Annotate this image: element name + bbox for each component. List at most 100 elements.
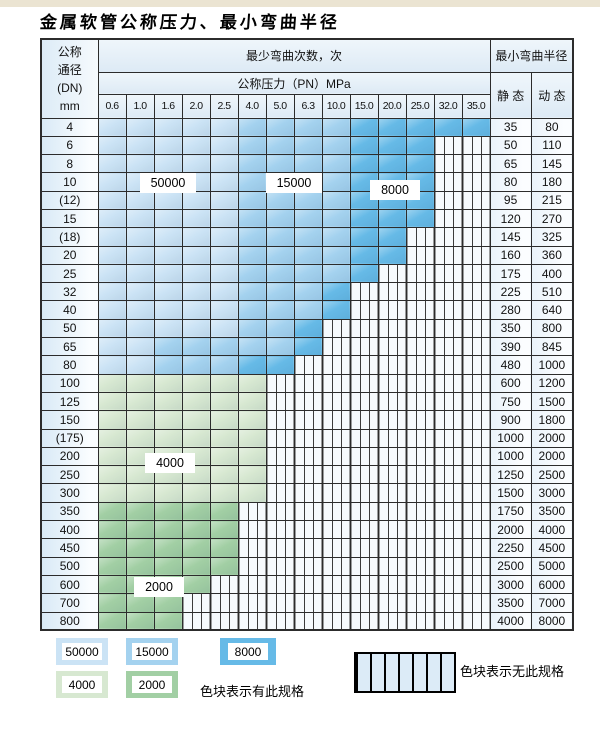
- dynamic-radius-value: 7000: [530, 593, 574, 613]
- no-spec-cell: [237, 611, 267, 631]
- static-radius-value: 280: [489, 300, 532, 320]
- table-row: 40 280 640: [40, 300, 574, 320]
- no-spec-cell: [265, 556, 295, 576]
- spec-cell-b15: [293, 154, 323, 174]
- spec-cell-b15: [237, 208, 267, 229]
- spec-cell-b15: [265, 117, 295, 137]
- spec-cell-b15: [293, 245, 323, 265]
- spec-cell-g2: [209, 501, 239, 522]
- no-spec-cell: [293, 556, 323, 576]
- table-row: 4 35 80: [40, 117, 574, 137]
- no-spec-cell: [405, 391, 435, 412]
- dynamic-column-header: 动 态: [530, 71, 574, 119]
- spec-table: 公称 通径 (DN) mm 最少弯曲次数，次 最小弯曲半径 公称压力（PN）MP…: [40, 38, 575, 632]
- spec-cell-g2: [97, 556, 127, 576]
- spec-cell-b50: [97, 208, 127, 229]
- no-spec-cell: [461, 208, 491, 229]
- spec-cell-b50: [153, 263, 183, 284]
- no-spec-cell: [405, 282, 435, 302]
- spec-cell-b50: [153, 208, 183, 229]
- no-spec-cell: [461, 465, 491, 485]
- no-spec-cell: [265, 538, 295, 558]
- dn-label: 200: [40, 446, 99, 467]
- no-spec-cell: [321, 337, 351, 357]
- dn-label: 800: [40, 611, 99, 631]
- spec-cell-g4: [237, 391, 267, 412]
- dn-label: 150: [40, 410, 99, 430]
- spec-cell-b15: [237, 318, 267, 339]
- no-spec-cell: [461, 593, 491, 613]
- spec-cell-g2: [97, 574, 127, 595]
- static-radius-value: 3000: [489, 574, 532, 595]
- spec-cell-b50: [153, 318, 183, 339]
- no-spec-cell: [461, 446, 491, 467]
- spec-cell-b50: [153, 117, 183, 137]
- spec-cell-g4: [237, 410, 267, 430]
- spec-cell-g4: [209, 446, 239, 467]
- pressure-col-header: 15.0: [349, 93, 379, 119]
- spec-cell-b15: [265, 190, 295, 210]
- spec-cell-b50: [97, 190, 127, 210]
- no-spec-cell: [349, 391, 379, 412]
- no-spec-cell: [265, 428, 295, 448]
- no-spec-cell: [461, 172, 491, 192]
- spec-cell-g2: [97, 593, 127, 613]
- no-spec-cell: [405, 227, 435, 247]
- spec-cell-b50: [209, 282, 239, 302]
- dn-label: (18): [40, 227, 99, 247]
- no-spec-cell: [433, 373, 463, 393]
- spec-cell-b15: [237, 190, 267, 210]
- dynamic-radius-value: 845: [530, 337, 574, 357]
- no-spec-cell: [433, 355, 463, 375]
- spec-cell-g4: [209, 428, 239, 448]
- spec-cell-g4: [97, 428, 127, 448]
- no-spec-cell: [433, 391, 463, 412]
- spec-cell-b15: [321, 135, 351, 156]
- no-spec-cell: [405, 318, 435, 339]
- no-spec-cell: [405, 410, 435, 430]
- spec-cell-b15: [265, 300, 295, 320]
- pressure-col-header: 1.0: [125, 93, 155, 119]
- legend-swatch-8000: 8000: [220, 638, 276, 665]
- spec-cell-b8: [377, 208, 407, 229]
- no-spec-cell: [293, 538, 323, 558]
- table-row: 25 175 400: [40, 263, 574, 284]
- spec-cell-b50: [153, 282, 183, 302]
- no-spec-cell: [377, 556, 407, 576]
- no-spec-cell: [377, 611, 407, 631]
- spec-cell-b50: [209, 245, 239, 265]
- spec-cell-b15: [321, 227, 351, 247]
- spec-cell-b15: [321, 245, 351, 265]
- spec-cell-b15: [153, 355, 183, 375]
- spec-cell-b50: [181, 208, 211, 229]
- static-radius-value: 1750: [489, 501, 532, 522]
- no-spec-cell: [349, 446, 379, 467]
- static-radius-value: 50: [489, 135, 532, 156]
- table-row: 600 3000 6000: [40, 574, 574, 595]
- no-spec-cell: [321, 574, 351, 595]
- spec-cell-b50: [97, 154, 127, 174]
- static-radius-value: 350: [489, 318, 532, 339]
- no-spec-cell: [349, 574, 379, 595]
- pressure-col-header: 32.0: [433, 93, 463, 119]
- spec-cell-b8: [349, 263, 379, 284]
- spec-cell-g4: [209, 373, 239, 393]
- no-spec-cell: [461, 538, 491, 558]
- spec-cell-g4: [153, 391, 183, 412]
- no-spec-cell: [377, 428, 407, 448]
- dynamic-radius-value: 360: [530, 245, 574, 265]
- spec-cell-b50: [125, 318, 155, 339]
- spec-cell-b15: [293, 300, 323, 320]
- spec-cell-g4: [181, 373, 211, 393]
- spec-cell-b15: [237, 245, 267, 265]
- spec-cell-b8: [377, 135, 407, 156]
- spec-cell-b50: [181, 318, 211, 339]
- no-spec-cell: [321, 465, 351, 485]
- no-spec-cell: [349, 501, 379, 522]
- spec-cell-b15: [265, 135, 295, 156]
- spec-cell-g4: [237, 373, 267, 393]
- pressure-values-header-row: 0.6 1.0 1.6 2.0 2.5 4.0 5.0 6.3 10.0 15.0 20.0 25.0…: [41, 93, 573, 119]
- spec-cell-g4: [153, 428, 183, 448]
- dynamic-radius-value: 2000: [530, 446, 574, 467]
- nominal-pressure-header: 公称压力（PN）MPa: [97, 71, 491, 95]
